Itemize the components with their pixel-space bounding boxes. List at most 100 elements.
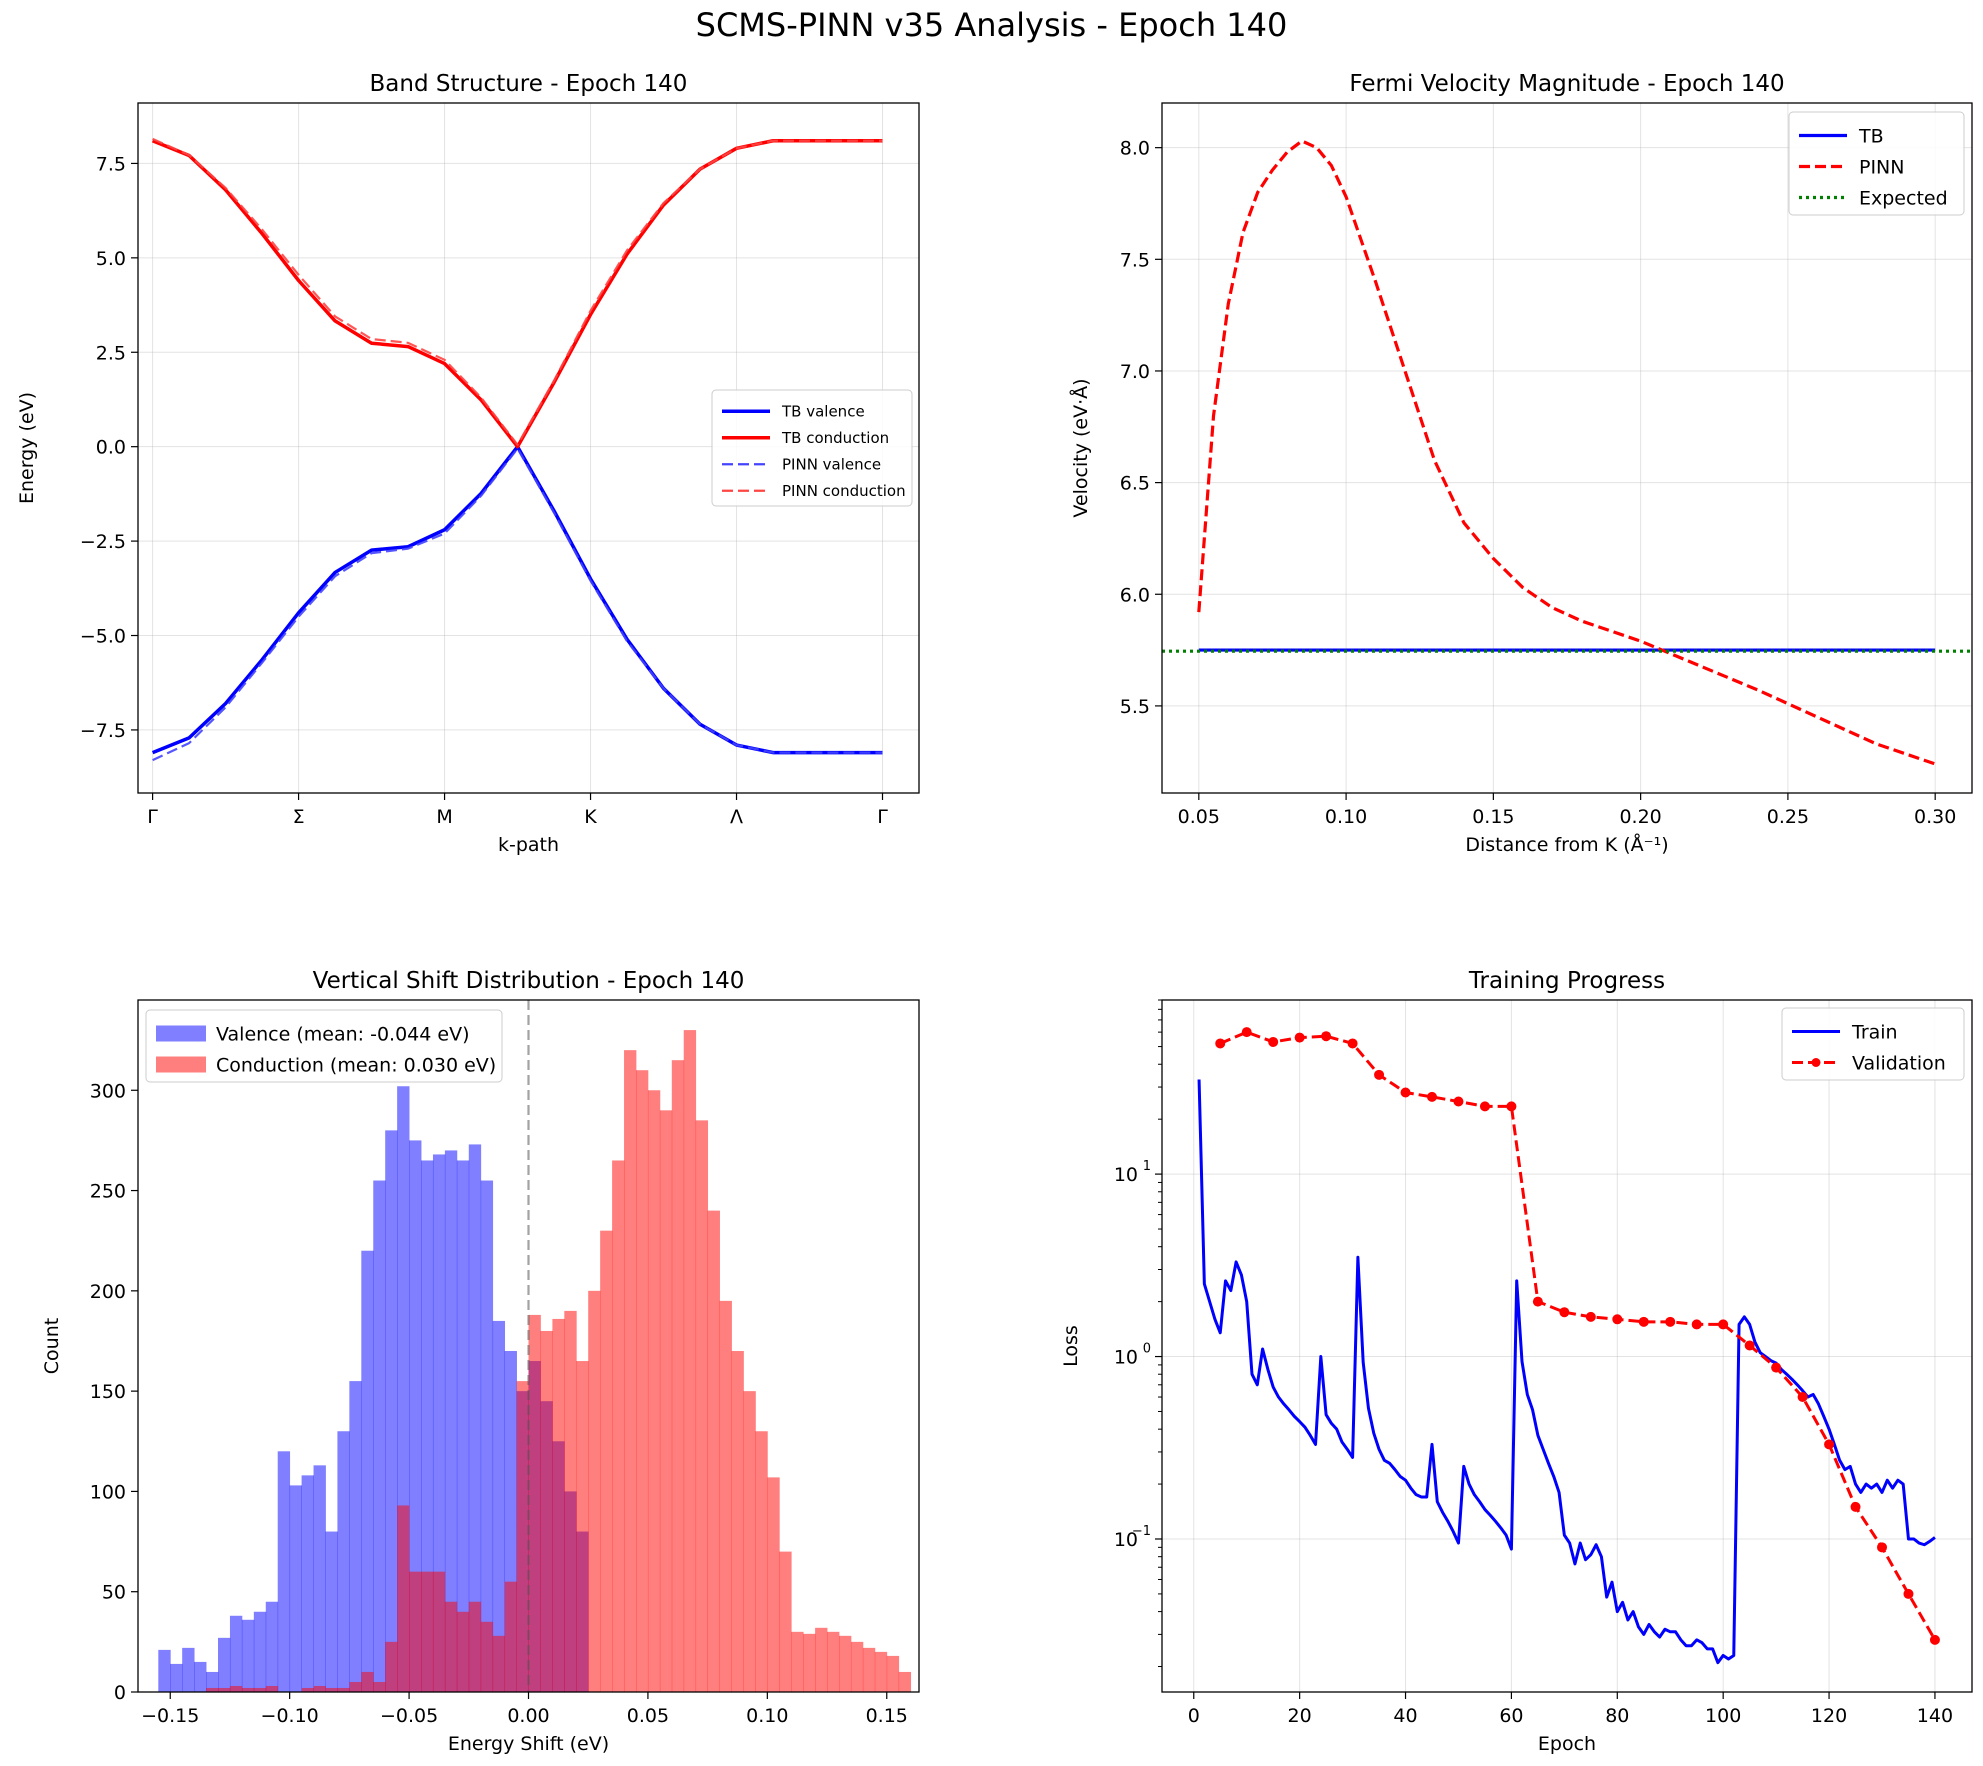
histogram-bar xyxy=(265,1601,279,1692)
x-axis-label: Energy Shift (eV) xyxy=(448,1733,609,1755)
x-tick-label: 0.25 xyxy=(1767,806,1809,828)
histogram-bar xyxy=(432,1154,446,1692)
histogram-bar xyxy=(361,1250,374,1692)
x-tick-label: 20 xyxy=(1288,1705,1312,1727)
y-tick-label: 10 xyxy=(1114,1164,1138,1186)
histogram-bar xyxy=(528,1314,541,1692)
histogram-bar xyxy=(301,1687,314,1692)
histogram-bar xyxy=(265,1685,279,1692)
data-point xyxy=(1718,1319,1729,1330)
histogram-bar xyxy=(456,1160,470,1692)
data-point xyxy=(1797,1392,1808,1403)
y-tick-label: 10 xyxy=(1114,1347,1138,1369)
histogram-bar xyxy=(325,1687,338,1692)
histogram-bar xyxy=(444,1150,458,1692)
data-point xyxy=(1241,1027,1252,1038)
y-tick-label: 100 xyxy=(90,1481,126,1503)
x-tick-label: 0.10 xyxy=(746,1705,788,1727)
legend-marker xyxy=(1811,1058,1821,1067)
histogram-bar xyxy=(194,1661,207,1692)
histogram-bar xyxy=(361,1671,374,1692)
histogram-bar xyxy=(683,1030,697,1692)
histogram-bar xyxy=(886,1655,900,1692)
histogram-bar xyxy=(229,1685,243,1692)
legend-label: TB xyxy=(1858,125,1884,147)
data-point xyxy=(1877,1542,1887,1553)
series-line xyxy=(152,447,883,762)
histogram-bar xyxy=(612,1160,625,1692)
histogram-bar xyxy=(337,1431,350,1692)
data-point xyxy=(1453,1096,1464,1107)
data-point xyxy=(1638,1316,1649,1327)
data-point xyxy=(1559,1307,1570,1318)
histogram-bar xyxy=(898,1671,912,1692)
x-tick-label: 0.15 xyxy=(866,1705,908,1727)
x-axis-label: Epoch xyxy=(1538,1733,1596,1755)
histogram-bar xyxy=(731,1351,744,1692)
data-point xyxy=(1585,1311,1596,1322)
histogram-bar xyxy=(337,1687,350,1692)
x-axis-label: k-path xyxy=(498,834,559,856)
y-tick-label: −7.5 xyxy=(80,720,126,742)
x-tick-label: 0 xyxy=(1188,1705,1200,1727)
legend-label: TB conduction xyxy=(781,429,889,447)
histogram-bar xyxy=(827,1631,840,1692)
y-tick-label: 6.5 xyxy=(1120,473,1150,495)
data-point xyxy=(1903,1588,1914,1599)
data-point xyxy=(1612,1314,1623,1325)
legend-label: TB valence xyxy=(781,403,865,421)
histogram-bar xyxy=(707,1210,720,1692)
histogram-bar xyxy=(468,1601,482,1692)
y-tick-label: 200 xyxy=(90,1281,126,1303)
histogram-bar xyxy=(743,1391,756,1692)
histogram-bar xyxy=(253,1687,267,1692)
y-axis-label: Count xyxy=(41,1318,63,1374)
histogram-bar xyxy=(659,1110,673,1692)
histogram-bar xyxy=(719,1300,732,1692)
y-axis-label: Velocity (eV·Å) xyxy=(1069,378,1092,517)
y-tick-label: 5.5 xyxy=(1120,696,1150,718)
x-tick-label: −0.05 xyxy=(380,1705,438,1727)
legend-box xyxy=(711,389,913,507)
data-point xyxy=(1771,1362,1782,1373)
histogram-bar xyxy=(409,1140,422,1692)
histogram-bar xyxy=(492,1320,506,1692)
x-tick-label: 0.00 xyxy=(507,1705,549,1727)
histogram-bar xyxy=(229,1615,243,1692)
x-tick-label: 120 xyxy=(1811,1705,1847,1727)
x-tick-label: −0.10 xyxy=(261,1705,319,1727)
y-tick-label: 2.5 xyxy=(96,342,126,364)
histogram-bar xyxy=(218,1637,231,1692)
histogram-bar xyxy=(241,1687,255,1692)
x-axis-label: Distance from K (Å⁻¹) xyxy=(1465,833,1668,856)
x-tick-label: 80 xyxy=(1605,1705,1629,1727)
histogram-bar xyxy=(241,1619,255,1692)
histogram-bar xyxy=(385,1641,398,1692)
histogram-bar xyxy=(301,1475,314,1692)
x-tick-label: 0.15 xyxy=(1472,806,1514,828)
data-point xyxy=(1321,1031,1332,1042)
histogram-bar xyxy=(325,1531,338,1692)
histogram-bar xyxy=(456,1611,470,1692)
histogram-bar xyxy=(421,1571,434,1692)
axes-frame xyxy=(137,102,920,794)
x-tick-label: Γ xyxy=(877,806,888,828)
data-point xyxy=(1691,1319,1702,1330)
data-point xyxy=(1665,1316,1676,1327)
legend-label: Train xyxy=(1851,1021,1898,1043)
data-point xyxy=(1347,1038,1358,1049)
histogram-bar xyxy=(373,1681,386,1692)
y-tick-label: 10 xyxy=(1114,1529,1138,1551)
data-point xyxy=(1850,1501,1861,1512)
x-tick-label: 0.30 xyxy=(1914,806,1956,828)
x-tick-label: Γ xyxy=(147,806,158,828)
axes-frame xyxy=(1161,102,1973,794)
x-tick-label: 100 xyxy=(1705,1705,1741,1727)
histogram-bar xyxy=(218,1687,231,1692)
histogram-bar xyxy=(850,1641,864,1692)
histogram-bar xyxy=(170,1663,183,1692)
legend-box xyxy=(1788,111,1965,216)
histogram-bar xyxy=(588,1290,601,1692)
histogram-bar xyxy=(313,1465,326,1692)
histogram-bar xyxy=(397,1505,410,1692)
